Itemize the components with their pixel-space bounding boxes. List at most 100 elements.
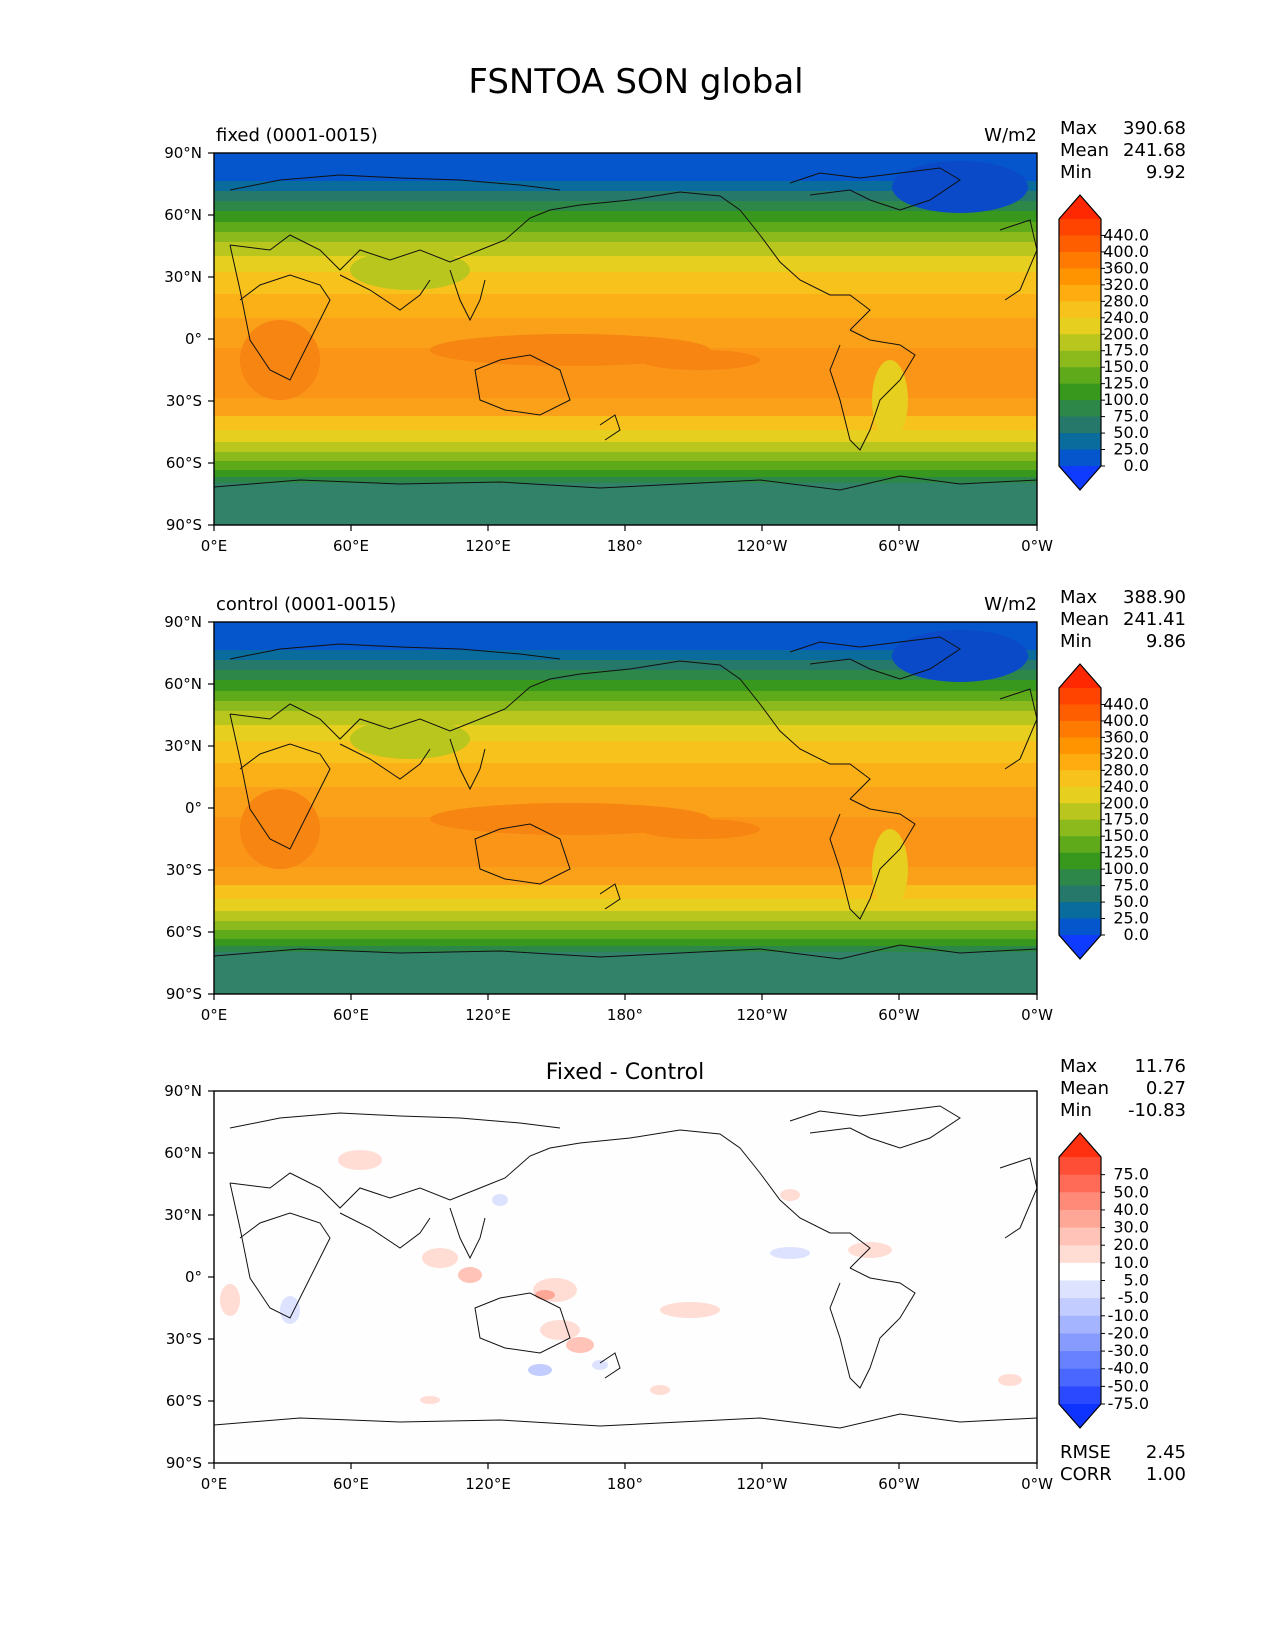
panel-units: W/m2 <box>984 594 1037 615</box>
colorbar-tick-label: 75.0 <box>1113 876 1149 895</box>
stat-mean-label: Mean <box>1060 609 1109 630</box>
stats-block: Max 388.90 Mean 241.41 Min 9.86 <box>1060 587 1186 652</box>
y-tick-label: 0° <box>185 1268 202 1286</box>
colorbar-swatch <box>1059 1333 1101 1352</box>
y-tick-label: 0° <box>185 330 202 348</box>
colorbar-tick-label: 30.0 <box>1113 1218 1149 1237</box>
x-tick-label: 180° <box>607 537 643 555</box>
colorbar-swatch <box>1059 885 1101 903</box>
colorbar-tick-label: 200.0 <box>1103 324 1149 343</box>
colorbar-swatch <box>1059 268 1101 286</box>
y-tick-label: 60°S <box>166 1392 202 1410</box>
coastlines <box>214 636 1037 960</box>
x-tick-label: 60°E <box>333 537 369 555</box>
y-tick-label: 60°N <box>164 675 202 693</box>
colorbar-tick-label: 400.0 <box>1103 711 1149 730</box>
colorbar-swatch <box>1059 416 1101 434</box>
stat-min-label: Min <box>1060 162 1092 183</box>
y-tick-label: 90°N <box>164 1082 202 1100</box>
colorbar-swatch <box>1059 1174 1101 1193</box>
panel-difference: Fixed - Control 0°E 60°E 120°E 180° 120°… <box>164 1056 1186 1493</box>
colorbar-swatch <box>1059 367 1101 385</box>
colorbar-tick-label: 40.0 <box>1113 1200 1149 1219</box>
colorbar-tick-label: 360.0 <box>1103 727 1149 746</box>
colorbar-swatch <box>1059 284 1101 302</box>
colorbar-swatch <box>1059 803 1101 821</box>
x-tick-label: 60°W <box>878 537 920 555</box>
colorbar-extend-bottom <box>1059 1404 1101 1428</box>
colorbar-tick-label: 200.0 <box>1103 793 1149 812</box>
colorbar-swatch <box>1059 449 1101 467</box>
colorbar: 440.0400.0360.0320.0280.0240.0200.0175.0… <box>1058 194 1149 491</box>
colorbar-swatch <box>1059 819 1101 837</box>
colorbar: 440.0400.0360.0320.0280.0240.0200.0175.0… <box>1058 663 1149 960</box>
colorbar-extend-top <box>1059 195 1101 219</box>
colorbar-swatch <box>1059 1245 1101 1264</box>
colorbar-swatch <box>1059 852 1101 870</box>
colorbar-swatch <box>1059 1262 1101 1282</box>
colorbar-tick-label: -75.0 <box>1108 1394 1149 1413</box>
stat-corr-label: CORR <box>1060 1464 1112 1485</box>
colorbar-swatch <box>1059 753 1101 771</box>
x-tick-label: 180° <box>607 1475 643 1493</box>
colorbar-extend-bottom <box>1059 935 1101 959</box>
colorbar-tick-label: 150.0 <box>1103 826 1149 845</box>
colorbar-tick-label: 20.0 <box>1113 1235 1149 1254</box>
panel-units: W/m2 <box>984 125 1037 146</box>
y-tick-label: 90°S <box>166 985 202 1003</box>
colorbar-swatch <box>1059 688 1101 706</box>
stat-mean-value: 241.41 <box>1123 609 1186 630</box>
y-tick-label: 90°S <box>166 1454 202 1472</box>
colorbar-tick-label: 0.0 <box>1124 456 1149 475</box>
stat-mean-label: Mean <box>1060 140 1109 161</box>
colorbar-swatch <box>1059 836 1101 854</box>
y-tick-label: 60°S <box>166 923 202 941</box>
colorbar-tick-label: 240.0 <box>1103 308 1149 327</box>
y-tick-label: 90°N <box>164 144 202 162</box>
colorbar-swatch <box>1059 334 1101 352</box>
colorbar-tick-label: 400.0 <box>1103 242 1149 261</box>
colorbar-swatch <box>1059 301 1101 319</box>
x-tick-label: 120°W <box>737 1006 788 1024</box>
map-field <box>214 1091 1037 1463</box>
colorbar-swatch <box>1059 1315 1101 1335</box>
colorbar-swatch <box>1059 433 1101 451</box>
panel-fixed: fixed (0001-0015) W/m2 0°E 60°E 120°E 18… <box>164 118 1186 555</box>
stat-max-value: 390.68 <box>1123 118 1186 139</box>
stat-max-label: Max <box>1060 1056 1098 1077</box>
panel-left-title: fixed (0001-0015) <box>216 125 378 146</box>
colorbar-swatch <box>1059 1368 1101 1387</box>
colorbar-tick-label: -10.0 <box>1108 1306 1149 1325</box>
stat-mean-label: Mean <box>1060 1078 1109 1099</box>
colorbar-tick-label: 50.0 <box>1113 423 1149 442</box>
colorbar-swatch <box>1059 1227 1101 1246</box>
y-tick-label: 30°N <box>164 268 202 286</box>
colorbar-swatch <box>1059 1192 1101 1211</box>
figure-title: FSNTOA SON global <box>468 62 803 102</box>
colorbar-swatch <box>1059 1280 1101 1299</box>
colorbar-tick-label: 25.0 <box>1113 909 1149 928</box>
colorbar-tick-label: 360.0 <box>1103 258 1149 277</box>
colorbar-tick-label: 440.0 <box>1103 694 1149 713</box>
colorbar-swatch <box>1059 383 1101 401</box>
x-tick-label: 60°E <box>333 1006 369 1024</box>
colorbar-tick-label: 280.0 <box>1103 760 1149 779</box>
y-tick-label: 30°S <box>166 392 202 410</box>
colorbar-tick-label: -50.0 <box>1108 1376 1149 1395</box>
colorbar-tick-label: 280.0 <box>1103 291 1149 310</box>
stat-min-label: Min <box>1060 1100 1092 1121</box>
y-tick-label: 0° <box>185 799 202 817</box>
colorbar-extend-bottom <box>1059 466 1101 490</box>
x-tick-label: 0°E <box>201 537 228 555</box>
map-field <box>214 622 1037 994</box>
x-tick-label: 60°E <box>333 1475 369 1493</box>
colorbar-swatch <box>1059 400 1101 418</box>
y-tick-label: 90°N <box>164 613 202 631</box>
colorbar-swatch <box>1059 1209 1101 1229</box>
colorbar-swatch <box>1059 235 1101 253</box>
x-tick-label: 0°W <box>1021 1006 1053 1024</box>
colorbar-tick-label: -40.0 <box>1108 1359 1149 1378</box>
stat-max-value: 388.90 <box>1123 587 1186 608</box>
x-axis: 0°E 60°E 120°E 180° 120°W 60°W 0°W <box>201 1463 1053 1493</box>
